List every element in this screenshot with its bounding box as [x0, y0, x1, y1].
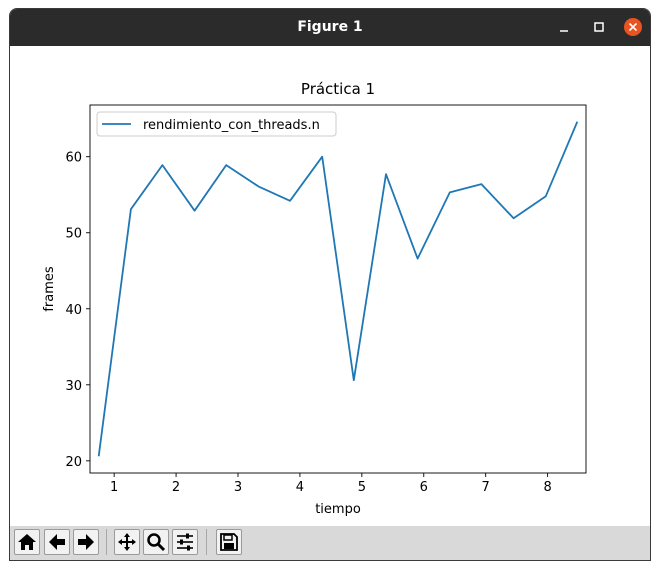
- close-button[interactable]: [623, 17, 643, 37]
- plot-area: [89, 104, 587, 474]
- maximize-icon: [594, 22, 604, 32]
- minimize-icon: [560, 30, 568, 32]
- back-icon: [49, 534, 65, 550]
- zoom-button[interactable]: [143, 529, 169, 555]
- x-axis-label: tiempo: [315, 502, 361, 517]
- x-tick-label: 7: [482, 480, 490, 495]
- save-button[interactable]: [216, 529, 242, 555]
- y-tick-label: 40: [65, 303, 82, 318]
- configure-subplots-icon: [177, 533, 193, 551]
- x-tick-label: 6: [420, 480, 428, 495]
- y-axis-label: frames: [42, 266, 57, 312]
- y-tick-label: 50: [65, 227, 82, 242]
- figure-canvas[interactable]: Práctica 1 1 2 3 4 5 6 7 8 20 30 40 50 60 tiempo fr…: [10, 46, 650, 526]
- navigation-toolbar: [10, 526, 650, 560]
- legend-label: rendimiento_con_threads.n: [143, 118, 320, 133]
- toolbar-separator: [206, 529, 207, 555]
- x-tick-label: 4: [296, 480, 304, 495]
- legend-box: [96, 111, 337, 137]
- pan-button[interactable]: [114, 529, 140, 555]
- x-tick-label: 3: [234, 480, 242, 495]
- close-icon: [624, 18, 642, 36]
- home-icon: [18, 534, 36, 550]
- x-tick-label: 5: [358, 480, 366, 495]
- y-tick-label: 20: [65, 455, 82, 470]
- home-button[interactable]: [14, 529, 40, 555]
- y-tick-label: 30: [65, 379, 82, 394]
- configure-subplots-button[interactable]: [172, 529, 198, 555]
- save-icon: [220, 533, 238, 551]
- x-axis: 1 2 3 4 5 6 7 8: [110, 473, 552, 495]
- back-button[interactable]: [44, 529, 70, 555]
- toolbar-separator: [106, 529, 107, 555]
- zoom-icon: [147, 533, 166, 552]
- line-chart[interactable]: Práctica 1 1 2 3 4 5 6 7 8 20 30 40 50 60 tiempo fr…: [10, 46, 650, 526]
- forward-button[interactable]: [73, 529, 99, 555]
- forward-icon: [78, 534, 94, 550]
- window-title: Figure 1: [297, 19, 363, 35]
- figure-window: Figure 1 Práctica 1 1 2 3 4 5 6 7 8 20 30 40 50 60 …: [9, 8, 651, 561]
- x-tick-label: 1: [110, 480, 118, 495]
- minimize-button[interactable]: [556, 19, 572, 35]
- y-tick-label: 60: [65, 151, 82, 166]
- maximize-button[interactable]: [591, 19, 607, 35]
- legend: rendimiento_con_threads.n: [96, 111, 337, 137]
- series-group: [97, 121, 579, 457]
- y-axis: 20 30 40 50 60: [65, 151, 90, 470]
- pan-icon: [118, 533, 136, 551]
- title-bar[interactable]: Figure 1: [10, 9, 650, 46]
- x-tick-label: 2: [172, 480, 180, 495]
- series-line: [97, 121, 579, 457]
- x-tick-label: 8: [543, 480, 551, 495]
- chart-title: Práctica 1: [301, 80, 375, 98]
